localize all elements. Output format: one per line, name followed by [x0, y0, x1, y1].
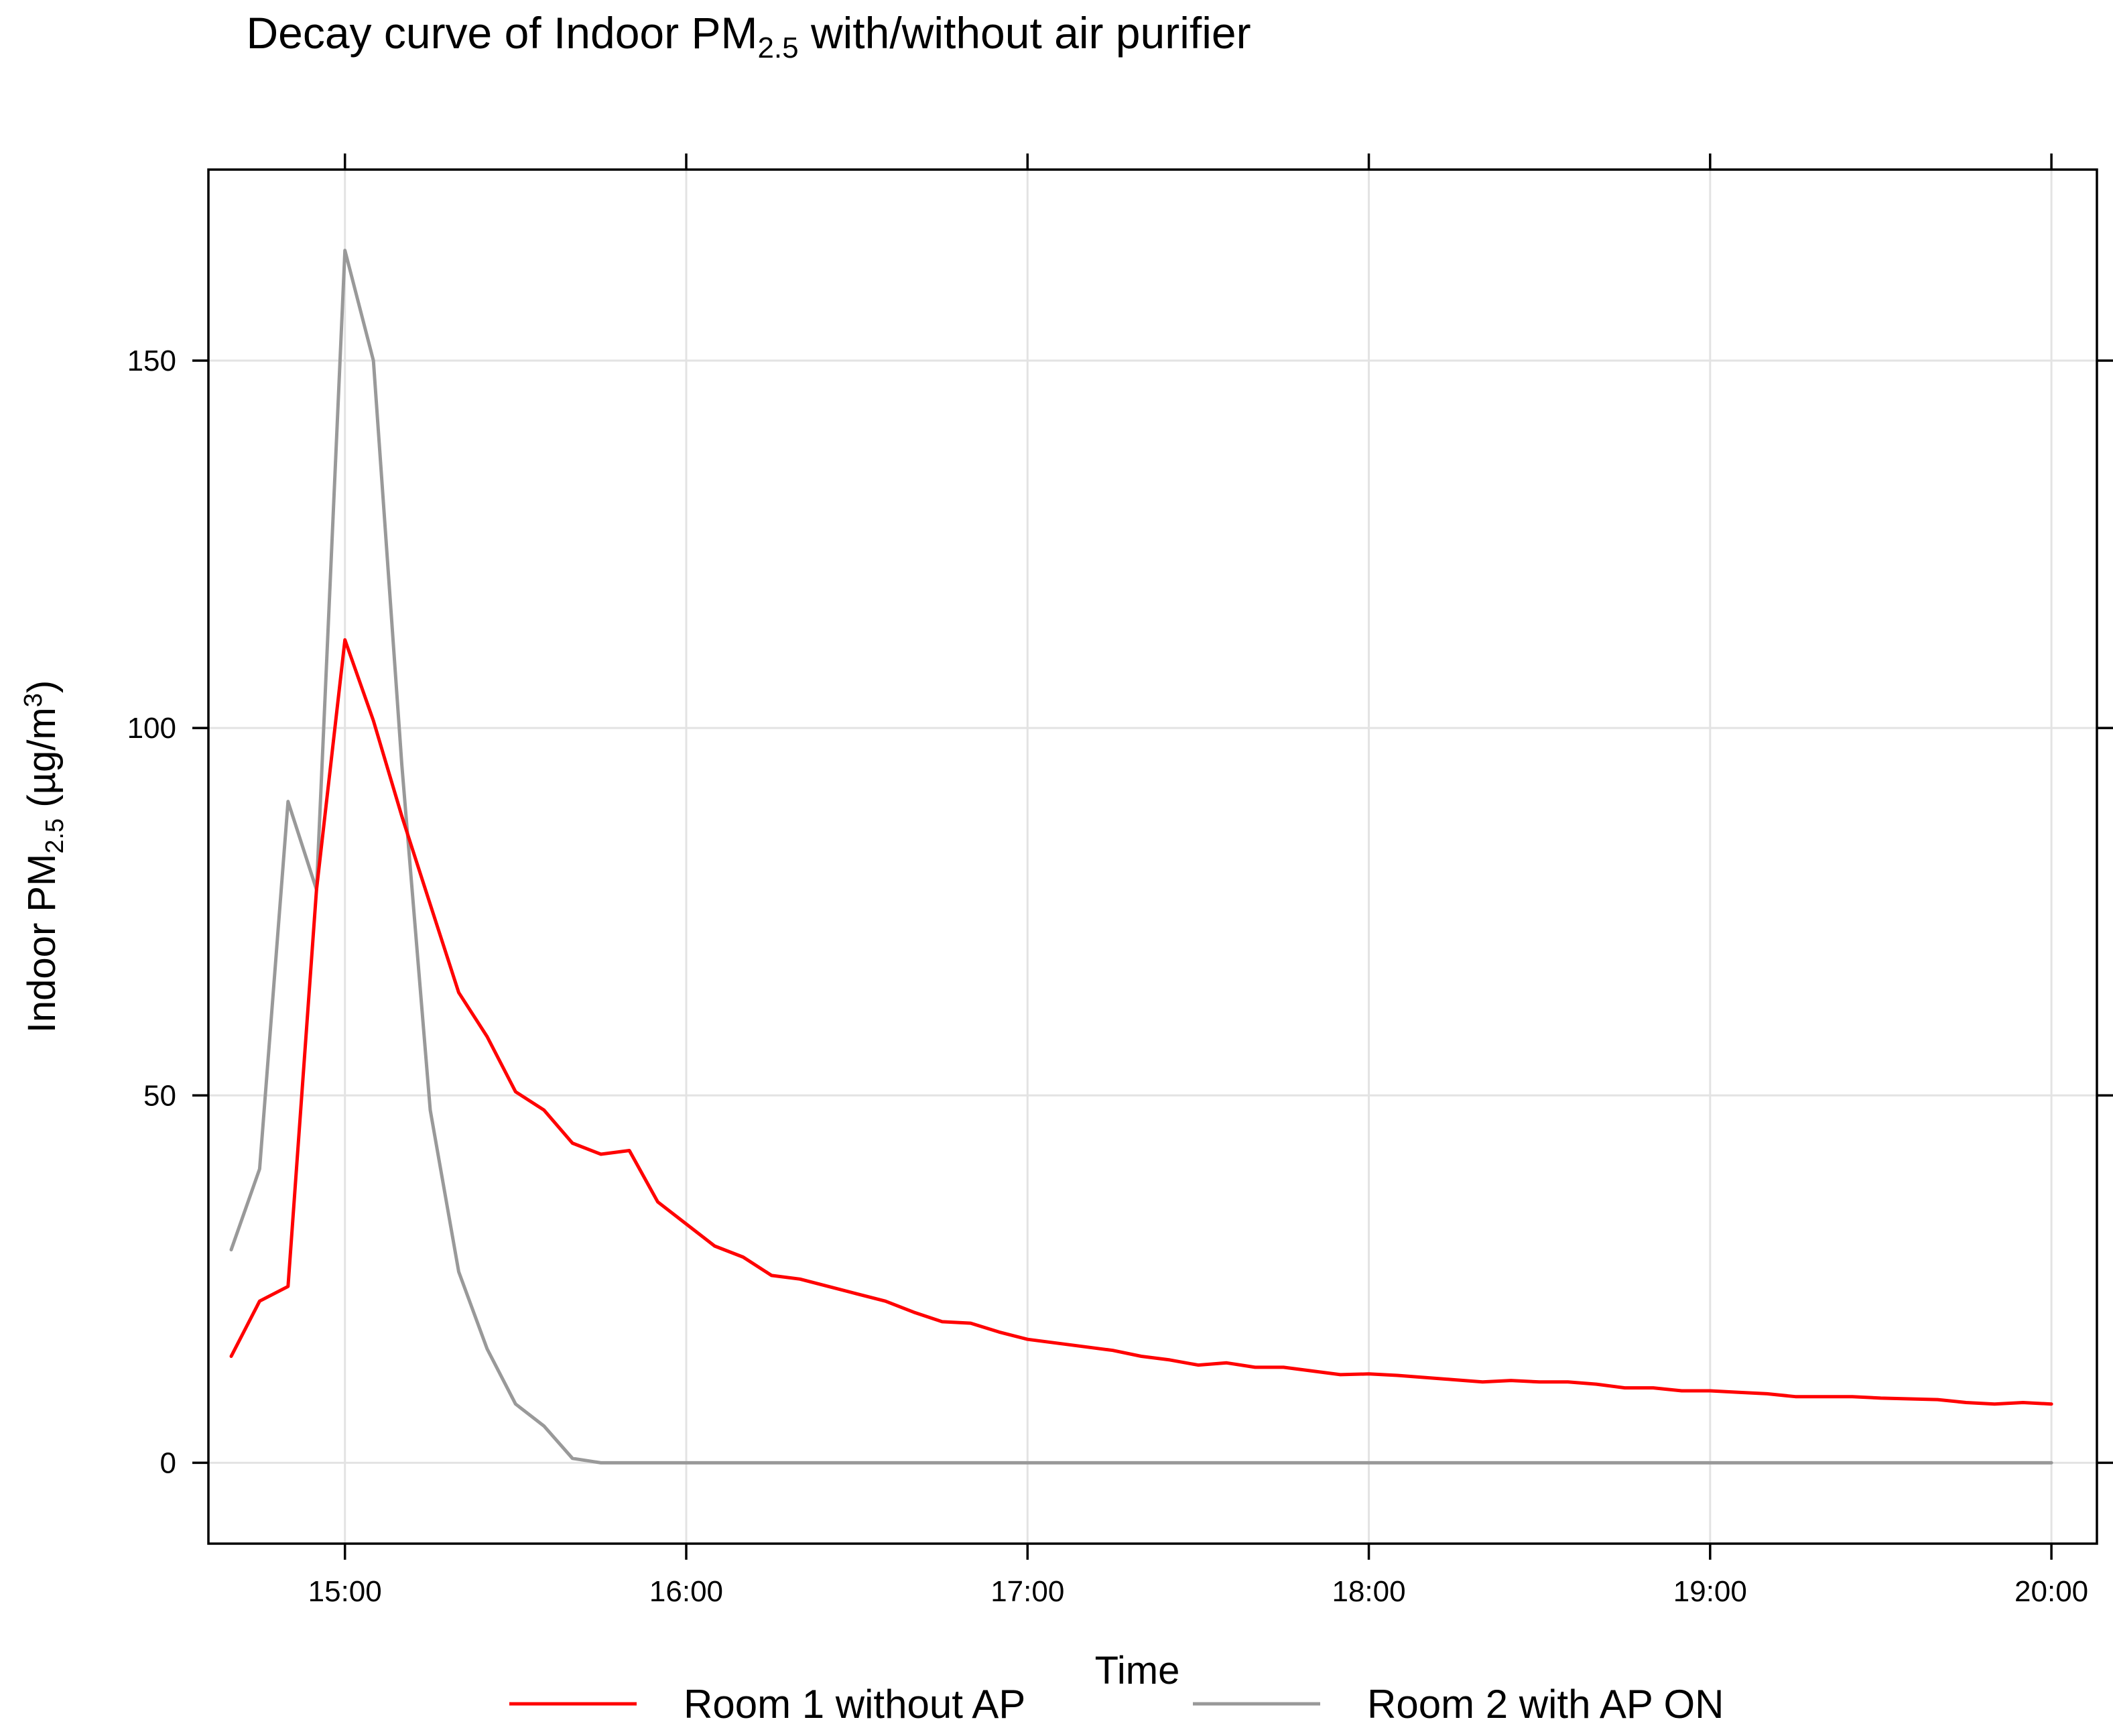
chart-title-subscript: 2.5 [757, 32, 798, 64]
y-tick-label: 50 [143, 1079, 176, 1112]
x-tick-label: 18:00 [1332, 1575, 1405, 1608]
x-tick-label: 19:00 [1673, 1575, 1747, 1608]
plot-area [229, 249, 2053, 1465]
x-tick-label: 15:00 [308, 1575, 382, 1608]
y-tick-label: 150 [127, 345, 176, 377]
legend-label: Room 2 with AP ON [1367, 1682, 1724, 1727]
chart-title-suffix: with/without air purifier [799, 8, 1251, 58]
y-tick-label: 100 [127, 712, 176, 745]
y-tick-label: 0 [160, 1446, 176, 1479]
y-axis-label-suffix: ) [20, 680, 64, 693]
x-tick-label: 16:00 [649, 1575, 723, 1608]
y-axis-label-subscript: 2.5 [41, 818, 69, 854]
legend-label: Room 1 without AP [684, 1682, 1025, 1727]
y-axis-label-prefix: Indoor PM [20, 854, 64, 1034]
series-line-room-2-with-ap-on [229, 249, 2053, 1465]
series-line-room-1-without-ap [229, 638, 2053, 1406]
grid [208, 170, 2097, 1544]
chart-title-prefix: Decay curve of Indoor PM [246, 8, 757, 58]
plot-frame [207, 168, 2098, 1545]
y-axis-label: Indoor PM2.5 (µg/m3) [19, 680, 69, 1033]
axis-ticks: 15:00 16:00 17:00 18:00 19:00 20:00 0 50 100 150 [127, 153, 2113, 1608]
y-axis-label-superscript: 3 [19, 693, 48, 707]
y-axis-label-middle: (µg/m [20, 707, 64, 818]
x-axis-label: Time [1095, 1649, 1180, 1692]
x-tick-label: 20:00 [2014, 1575, 2088, 1608]
chart-title: Decay curve of Indoor PM2.5 with/without… [246, 8, 1251, 64]
legend: Room 1 without AP Room 2 with AP ON [509, 1682, 1724, 1727]
x-tick-label: 17:00 [990, 1575, 1064, 1608]
